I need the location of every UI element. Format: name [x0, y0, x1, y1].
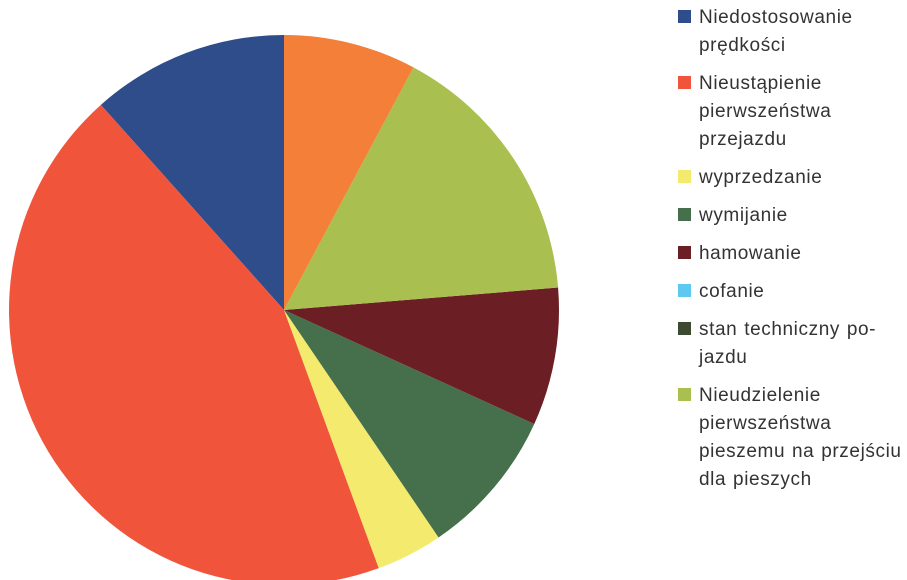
legend-item: wymijanie [678, 202, 903, 230]
legend-swatch [678, 284, 691, 297]
legend-item: stan techniczny po-jazdu [678, 316, 903, 372]
legend-item: wyprzedzanie [678, 164, 903, 192]
legend-swatch [678, 10, 691, 23]
pie-slice [284, 310, 535, 538]
legend-swatch [678, 246, 691, 259]
legend-label: hamowanie [699, 243, 802, 264]
legend-item: cofanie [678, 278, 903, 306]
legend-label: wymijanie [699, 205, 788, 226]
legend-item: hamowanie [678, 240, 903, 268]
legend-label: Niedostosowanie prędkości [699, 7, 853, 56]
pie-slice [284, 35, 414, 310]
legend: Niedostosowanie prędkości Nieustąpienie … [678, 4, 903, 504]
legend-item: Nieustąpienie pierwszeństwa przejazdu [678, 70, 903, 154]
legend-swatch [678, 76, 691, 89]
legend-label: stan techniczny po-jazdu [699, 319, 877, 368]
pie-slice [284, 287, 559, 424]
legend-label: Nieustąpienie pierwszeństwa przejazdu [699, 73, 832, 150]
legend-swatch [678, 170, 691, 183]
pie-slice [284, 310, 439, 569]
pie-slice [100, 35, 284, 310]
legend-label: cofanie [699, 281, 765, 302]
legend-item: Niedostosowanie prędkości [678, 4, 903, 60]
legend-swatch [678, 208, 691, 221]
legend-label: wyprzedzanie [699, 167, 823, 188]
pie-slice [284, 67, 559, 311]
legend-swatch [678, 388, 691, 401]
pie-slice [9, 104, 379, 580]
legend-label: Nieudzielenie pierwszeństwa pieszemu na … [699, 385, 902, 490]
legend-swatch [678, 322, 691, 335]
legend-item: Nieudzielenie pierwszeństwa pieszemu na … [678, 382, 903, 494]
